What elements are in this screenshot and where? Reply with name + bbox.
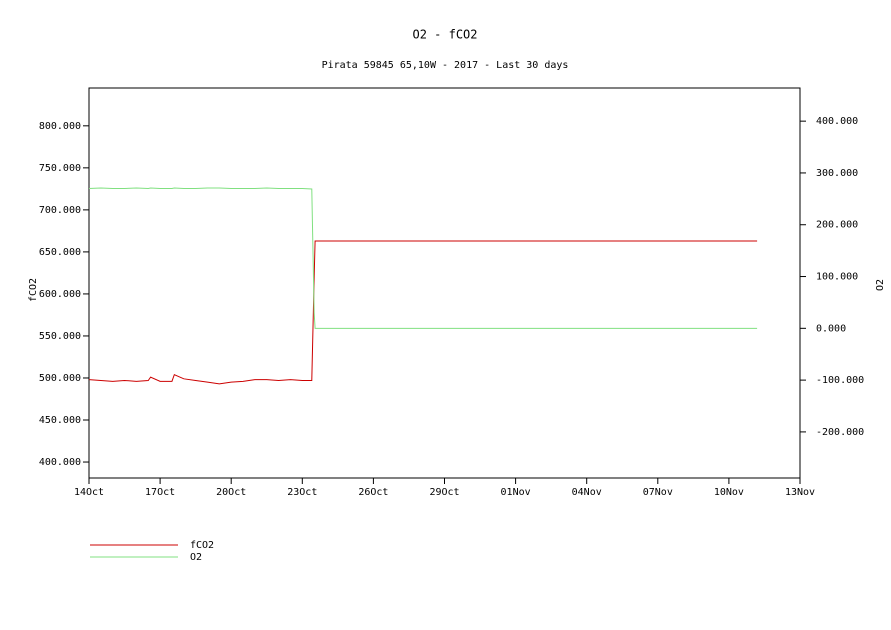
series-line bbox=[88, 187, 758, 329]
y-tick-label: 750.000 bbox=[39, 163, 81, 174]
y-tick-label: 450.000 bbox=[39, 415, 81, 426]
y-tick-label: 700.000 bbox=[39, 205, 81, 216]
y-tick-label: 650.000 bbox=[39, 247, 81, 258]
x-tick-label: 10Nov bbox=[714, 487, 744, 498]
chart-subtitle: Pirata 59845 65,10W - 2017 - Last 30 day… bbox=[322, 60, 569, 71]
y2-tick-label: 300.000 bbox=[816, 168, 858, 179]
series-line bbox=[88, 240, 758, 385]
y2-tick-label: -200.000 bbox=[816, 427, 864, 438]
y-tick-label: 500.000 bbox=[39, 373, 81, 384]
y2-tick-label: 200.000 bbox=[816, 220, 858, 231]
x-tick-label: 14Oct bbox=[74, 487, 104, 498]
y-axis-label: fCO2 bbox=[28, 278, 39, 302]
y-tick-label: 400.000 bbox=[39, 457, 81, 468]
y2-tick-label: 0.000 bbox=[816, 323, 846, 334]
legend-label: O2 bbox=[190, 552, 202, 563]
x-tick-label: 26Oct bbox=[358, 487, 388, 498]
x-tick-label: 13Nov bbox=[785, 487, 815, 498]
x-tick-label: 17Oct bbox=[145, 487, 175, 498]
x-tick-label: 01Nov bbox=[501, 487, 531, 498]
y2-tick-label: -100.000 bbox=[816, 375, 864, 386]
x-tick-label: 23Oct bbox=[287, 487, 317, 498]
x-tick-label: 29Oct bbox=[429, 487, 459, 498]
chart-title: O2 - fCO2 bbox=[412, 28, 477, 42]
y-tick-label: 800.000 bbox=[39, 121, 81, 132]
y2-tick-label: 100.000 bbox=[816, 272, 858, 283]
y-tick-label: 600.000 bbox=[39, 289, 81, 300]
y2-tick-label: 400.000 bbox=[816, 116, 858, 127]
x-tick-label: 20Oct bbox=[216, 487, 246, 498]
x-tick-label: 07Nov bbox=[643, 487, 673, 498]
plot-frame bbox=[88, 87, 801, 479]
x-tick-label: 04Nov bbox=[572, 487, 602, 498]
y-tick-label: 550.000 bbox=[39, 331, 81, 342]
legend-label: fCO2 bbox=[190, 540, 214, 551]
y2-axis-label: O2 bbox=[875, 279, 886, 291]
